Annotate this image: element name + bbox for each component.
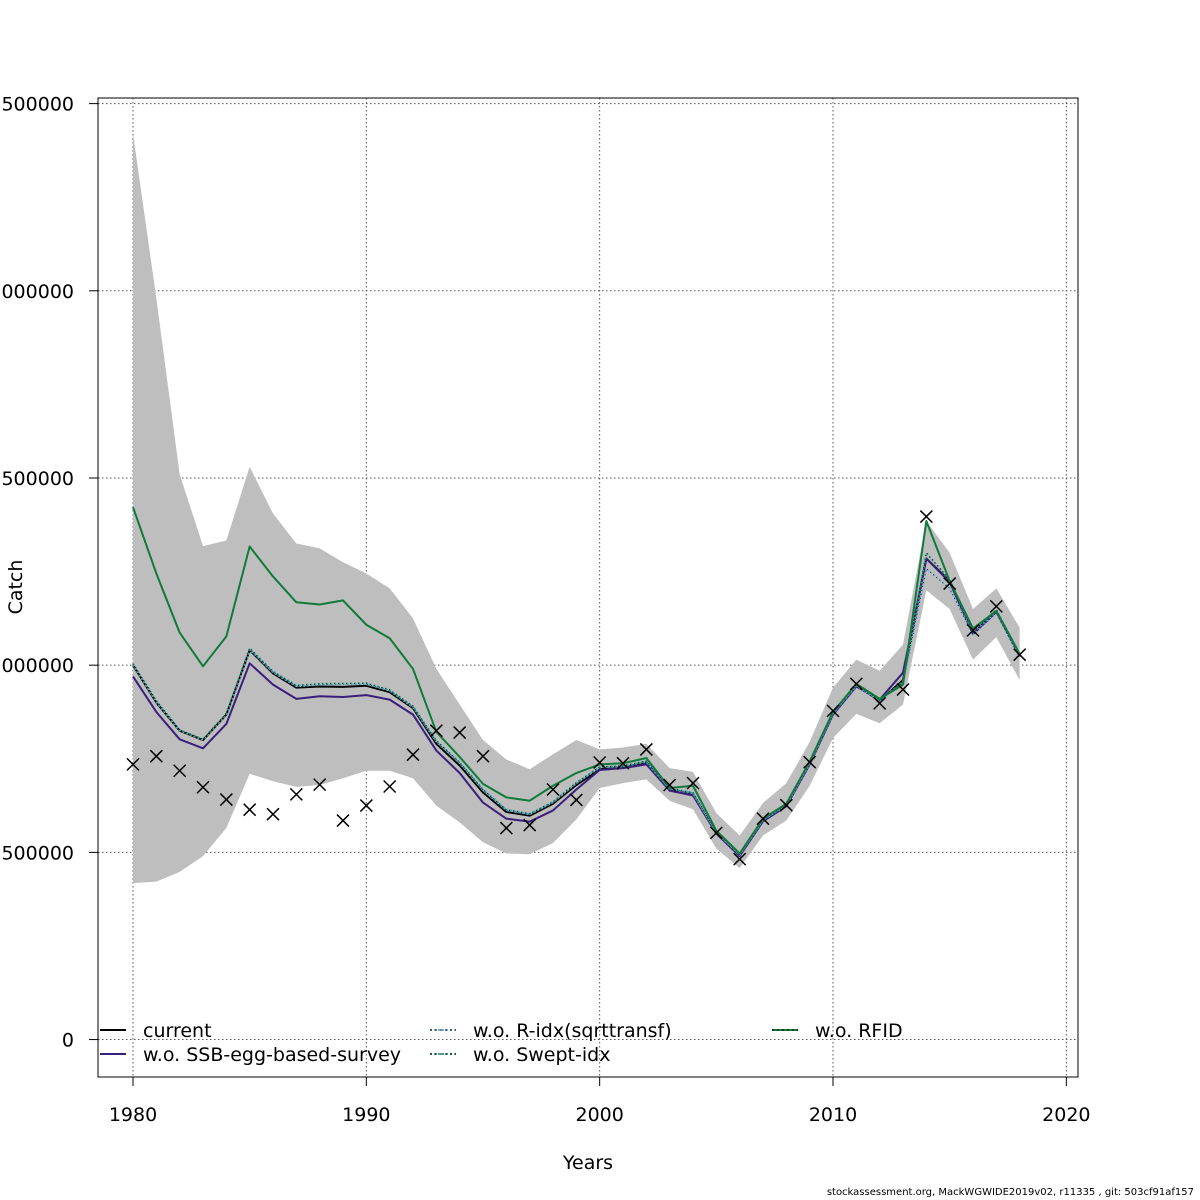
observation-point xyxy=(429,724,443,738)
legend-item-w-o-rfid: w.o. RFID xyxy=(772,1020,903,1042)
x-tick-label: 1990 xyxy=(342,1104,390,1126)
observation-point xyxy=(709,826,723,840)
observation-point xyxy=(383,779,397,794)
series-layer xyxy=(132,506,1021,858)
y-axis: 0 500000 1000000 1500000 2000000 2500000 xyxy=(0,94,99,1052)
observation-point xyxy=(243,803,257,817)
legend-item-w-o-swept-idx: w.o. Swept-idx xyxy=(430,1044,610,1066)
observation-point xyxy=(896,682,910,697)
y-tick-label: 1000000 xyxy=(0,655,74,677)
series-line-overlay xyxy=(132,551,1021,855)
observation-point xyxy=(663,778,677,792)
observations-layer xyxy=(126,510,1027,866)
x-tick-label: 1980 xyxy=(109,1104,157,1126)
observation-point xyxy=(336,814,350,828)
observation-point xyxy=(943,577,957,591)
x-axis: 1980 1990 2000 2010 2020 xyxy=(109,1076,1091,1126)
series-line-w-o-rfid xyxy=(132,506,1021,855)
observation-point xyxy=(733,852,747,866)
y-tick-label: 1500000 xyxy=(0,468,74,490)
confidence-band-layer xyxy=(133,133,1020,884)
footer-credit: stockassessment.org, MackWGWIDE2019v02, … xyxy=(826,1187,1194,1198)
observation-point xyxy=(779,798,793,812)
observation-point xyxy=(593,755,607,770)
x-axis-title: Years xyxy=(562,1152,613,1174)
confidence-band xyxy=(133,133,1020,884)
observation-point xyxy=(873,696,887,710)
legend-label: w.o. SSB-egg-based-survey xyxy=(143,1044,401,1066)
observation-point xyxy=(989,599,1003,613)
y-tick-label: 2500000 xyxy=(0,94,74,116)
x-tick-label: 2020 xyxy=(1042,1104,1090,1126)
x-tick-label: 2000 xyxy=(575,1104,623,1126)
observation-point xyxy=(639,742,653,756)
observation-point xyxy=(173,764,187,778)
legend-item-w-o-r-idx-sqrttransf: w.o. R-idx(sqrttransf) xyxy=(430,1020,672,1042)
observation-point xyxy=(219,793,233,807)
y-tick-label: 0 xyxy=(62,1030,74,1052)
legend-label: current xyxy=(143,1020,212,1042)
y-tick-label: 500000 xyxy=(1,842,74,864)
y-tick-label: 2000000 xyxy=(0,281,74,303)
observation-point xyxy=(453,726,467,740)
x-tick-label: 2010 xyxy=(809,1104,857,1126)
observation-point xyxy=(523,818,537,832)
observation-point xyxy=(149,749,163,763)
legend-label: w.o. Swept-idx xyxy=(473,1044,610,1066)
observation-point xyxy=(966,623,980,637)
observation-point xyxy=(569,793,583,807)
observation-point xyxy=(196,780,210,794)
legend-label: w.o. RFID xyxy=(815,1020,903,1042)
observation-point xyxy=(803,755,817,769)
observation-point xyxy=(359,799,373,813)
observation-point xyxy=(616,756,630,770)
observation-point xyxy=(266,807,280,821)
observation-point xyxy=(313,778,327,792)
observation-point xyxy=(756,812,770,826)
legend-label: w.o. R-idx(sqrttransf) xyxy=(473,1020,672,1042)
observation-point xyxy=(849,677,863,691)
observation-point xyxy=(476,749,490,763)
observation-point xyxy=(499,821,513,835)
y-axis-title: Catch xyxy=(5,560,27,615)
observation-point xyxy=(826,704,840,718)
observation-point xyxy=(686,776,700,790)
observation-point xyxy=(406,748,420,762)
legend-item-current: current xyxy=(100,1020,212,1042)
observation-point xyxy=(546,782,560,797)
observation-point xyxy=(126,757,140,771)
observation-point xyxy=(919,510,933,524)
observation-point xyxy=(289,787,303,801)
legend-item-w-o-ssb-egg-based-survey: w.o. SSB-egg-based-survey xyxy=(100,1044,401,1066)
observation-point xyxy=(1013,648,1027,662)
